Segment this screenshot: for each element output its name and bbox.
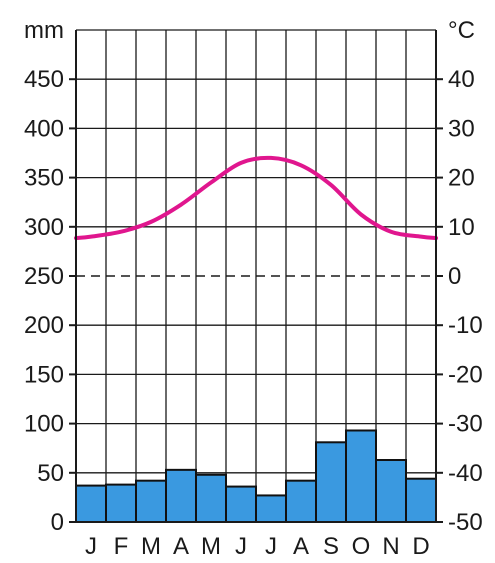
left-tick-label: 0: [51, 509, 64, 536]
left-tick-label: 450: [24, 66, 64, 93]
month-label: D: [412, 533, 429, 560]
month-label: S: [323, 533, 339, 560]
right-tick-label: -10: [448, 312, 483, 339]
left-tick-label: 300: [24, 214, 64, 241]
right-tick-label: 40: [448, 66, 475, 93]
precipitation-bar: [75, 484, 107, 524]
axes: [69, 30, 443, 523]
precipitation-bar: [375, 459, 407, 523]
right-tick-label: -50: [448, 509, 483, 536]
left-tick-label: 250: [24, 263, 64, 290]
left-tick-label: 100: [24, 411, 64, 438]
precipitation-bar: [255, 494, 287, 524]
left-axis-unit: mm: [24, 17, 64, 44]
month-label: J: [85, 533, 97, 560]
month-label: O: [352, 533, 371, 560]
temperature-curve: [74, 155, 438, 241]
left-tick-label: 150: [24, 361, 64, 388]
precipitation-bar: [345, 429, 377, 524]
precipitation-bar: [165, 468, 197, 523]
right-tick-label: -20: [448, 361, 483, 388]
right-tick-label: 30: [448, 115, 475, 142]
precipitation-bar: [315, 441, 347, 523]
tick-labels: 050100150200250300350400450-50-40-30-20-…: [24, 66, 483, 560]
precipitation-bars: [75, 429, 437, 524]
temperature-line: [74, 155, 438, 241]
precipitation-bar: [285, 479, 317, 523]
precipitation-bar: [225, 485, 257, 523]
right-axis-unit: °C: [448, 17, 475, 44]
right-tick-label: 20: [448, 165, 475, 192]
month-label: N: [382, 533, 399, 560]
month-label: A: [173, 533, 189, 560]
right-tick-label: -40: [448, 460, 483, 487]
month-label: A: [293, 533, 309, 560]
month-label: M: [201, 533, 221, 560]
right-tick-label: -30: [448, 411, 483, 438]
left-tick-label: 400: [24, 115, 64, 142]
precipitation-bar: [195, 473, 227, 524]
precipitation-bar: [135, 479, 167, 523]
precipitation-bar: [405, 477, 437, 524]
left-tick-label: 200: [24, 312, 64, 339]
month-label: F: [114, 533, 129, 560]
month-label: M: [141, 533, 161, 560]
left-tick-label: 350: [24, 165, 64, 192]
left-tick-label: 50: [37, 460, 64, 487]
month-label: J: [235, 533, 247, 560]
grid: [76, 29, 436, 522]
right-tick-label: 0: [448, 263, 461, 290]
right-tick-label: 10: [448, 214, 475, 241]
month-label: J: [265, 533, 277, 560]
precipitation-bar: [105, 483, 137, 523]
